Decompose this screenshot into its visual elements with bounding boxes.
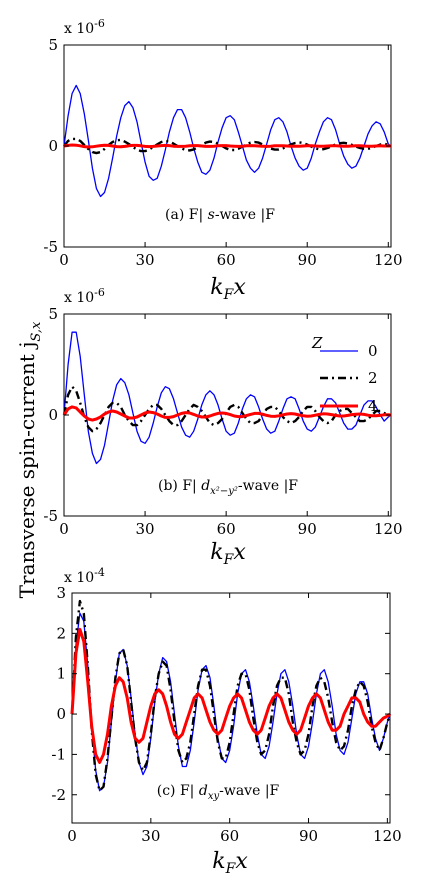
panel-b-x-tick-label: 120 bbox=[374, 520, 403, 538]
panel-b-series-z4-line bbox=[62, 405, 392, 422]
panel-b-x-tick-label: 60 bbox=[217, 520, 236, 538]
panel-b: x 10-6 0 30 60 90 120-505 (b) F| dx²−y²-wave… bbox=[43, 286, 402, 568]
panel-b-x-axis-label: kFx bbox=[210, 540, 246, 568]
panel-c-y-tick-label: 0 bbox=[56, 705, 66, 723]
panel-c-x-tick-label: 30 bbox=[141, 827, 160, 845]
panel-b-x-tick-label: 0 bbox=[59, 520, 69, 538]
ylabel-main: Transverse spin-current j bbox=[15, 342, 39, 599]
panel-a-y-tick-label: 5 bbox=[48, 36, 58, 54]
panel-a-x-axis-label: kFx bbox=[210, 275, 246, 303]
panel-a-x-tick-label: 30 bbox=[136, 251, 155, 269]
panel-a-x-tick-label: 60 bbox=[217, 251, 236, 269]
panel-a-series-z4-line bbox=[63, 143, 391, 149]
panel-b-y-tick-label: 5 bbox=[48, 305, 58, 323]
panel-a-x-tick-label: 0 bbox=[59, 251, 69, 269]
panel-b-series-z0-line bbox=[63, 331, 392, 465]
panel-c-exponent-label: x 10-4 bbox=[64, 566, 105, 586]
panel-a-y-tick-label: 0 bbox=[48, 137, 58, 155]
panel-c-series-z4-line bbox=[70, 627, 391, 764]
panel-a-x-tick-label: 90 bbox=[298, 251, 317, 269]
panel-a-exponent-label: x 10-6 bbox=[64, 17, 105, 37]
panel-c-x-axis-label: kFx bbox=[212, 849, 248, 877]
panel-c-series-z2-line bbox=[70, 599, 392, 792]
panel-c-y-tick-label: -2 bbox=[51, 786, 66, 804]
panel-c-x-tick-label: 60 bbox=[220, 827, 239, 845]
panel-c-y-tick-label: 2 bbox=[56, 624, 66, 642]
legend-label-z0: 0 bbox=[368, 342, 378, 360]
panel-a-series-z2-line bbox=[63, 137, 392, 155]
panel-c-y-tick-label: -1 bbox=[51, 745, 66, 763]
panel-b-series-z2-line bbox=[62, 385, 391, 433]
panel-a-series-z0-line bbox=[63, 84, 392, 198]
legend-label-z4: 4 bbox=[368, 397, 378, 415]
panel-a-x-tick-label: 120 bbox=[374, 251, 403, 269]
panel-c-y-tick-label: 1 bbox=[56, 665, 66, 683]
legend-title: Z bbox=[311, 334, 323, 352]
panel-a-caption: (a) F| s-wave |F bbox=[165, 207, 275, 223]
panel-b-caption: (b) F| dx²−y²-wave |F bbox=[158, 478, 298, 497]
panel-c-y-tick-label: 3 bbox=[56, 584, 66, 602]
panel-b-x-tick-label: 30 bbox=[136, 520, 155, 538]
panel-b-y-tick-label: -5 bbox=[43, 507, 58, 525]
panel-c: x 10-4 0 30 60 90 120 -2 -1 0 1 2 3 (c) F| dxy-wav… bbox=[51, 566, 401, 877]
panel-c-series-z0-line bbox=[71, 612, 391, 792]
legend: Z 0 2 4 bbox=[311, 334, 378, 415]
panel-b-x-tick-label: 90 bbox=[298, 520, 317, 538]
panel-a-y-tick-label: -5 bbox=[43, 238, 58, 256]
panel-a: x 10-6 0 30 60 90 120-505 (a) F| s-wave |F k… bbox=[43, 17, 402, 303]
panel-c-x-tick-label: 0 bbox=[67, 827, 77, 845]
panel-c-caption: (c) F| dxy-wave |F bbox=[157, 783, 280, 802]
panel-c-x-tick-label: 120 bbox=[373, 827, 402, 845]
panel-c-x-tick-label: 90 bbox=[299, 827, 318, 845]
legend-label-z2: 2 bbox=[368, 369, 378, 387]
panel-b-y-tick-label: 0 bbox=[48, 406, 58, 424]
panel-b-exponent-label: x 10-6 bbox=[64, 286, 105, 306]
shared-y-axis-label: Transverse spin-current jS,x bbox=[15, 321, 44, 598]
ylabel-subscript: S,x bbox=[29, 321, 44, 342]
